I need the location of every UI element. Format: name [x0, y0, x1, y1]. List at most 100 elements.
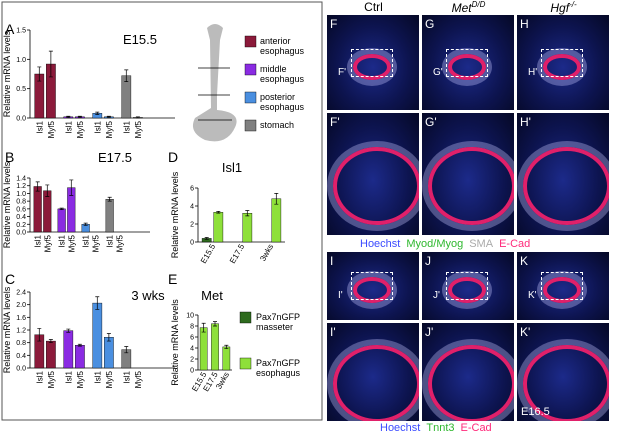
panel-letter: F' [330, 115, 340, 129]
error-bar [37, 66, 42, 82]
micrograph: F F' [327, 15, 419, 110]
panel-letter-box: G' [425, 115, 437, 129]
bar [57, 208, 66, 233]
stain-label: E-Cad [499, 238, 531, 250]
x-tick-label: Isl1 [93, 370, 102, 383]
panel-letter: F [330, 17, 338, 31]
y-tick-label: 6 [190, 335, 194, 342]
panel-letter: K' [520, 325, 531, 339]
y-tick-label: 6 [190, 186, 194, 193]
bar [242, 212, 253, 243]
bar [222, 346, 231, 371]
inset-box: F' [338, 48, 393, 78]
panel-letter-box: H' [520, 115, 531, 129]
panel-letter: H [520, 17, 529, 31]
error-bar [69, 179, 74, 196]
y-tick-label: 0.0 [16, 116, 26, 123]
error-bar [106, 115, 111, 118]
error-bar [45, 184, 50, 197]
x-tick-label: Myf5 [47, 370, 56, 388]
column-header: Hgf-/- [517, 0, 610, 15]
y-tick-label: 0.8 [16, 340, 26, 347]
legend-label: middle esophagus [260, 64, 305, 84]
epithelium [333, 147, 419, 225]
error-bar [77, 343, 82, 347]
error-bar [274, 193, 279, 205]
panel-letter: G [425, 17, 435, 31]
panel-letter: H' [520, 115, 531, 129]
y-tick-label: 2.4 [16, 290, 26, 297]
legend-label: Pax7nGFP masseter [256, 312, 300, 332]
panel-letter-box: F' [330, 115, 340, 129]
column-superscript: D/D [471, 0, 486, 9]
bar [92, 302, 103, 369]
inset-box: H' [528, 48, 583, 78]
bar [63, 330, 74, 369]
legend-label: Pax7nGFP esophagus [256, 358, 301, 378]
panel-letter-box: F [330, 17, 337, 31]
legend-swatch [239, 311, 252, 324]
y-tick-label: 0.8 [16, 199, 26, 206]
y-tick-label: 2 [190, 222, 194, 229]
epithelium [428, 345, 514, 421]
error-bar [224, 344, 229, 349]
chart-title: Isl1 [222, 160, 242, 175]
x-tick-label: Isl1 [106, 234, 115, 247]
panel-letter: J' [425, 325, 434, 339]
x-tick-label: Myf5 [115, 234, 124, 252]
column-title: Hgf [550, 1, 570, 15]
x-tick-label: Isl1 [34, 234, 43, 247]
error-bar [106, 333, 111, 342]
panel-letter: K [520, 254, 529, 268]
panel-letter: G' [425, 115, 437, 129]
column-header: MetD/D [422, 0, 515, 15]
epithelium [543, 277, 581, 303]
x-tick-label: Myf5 [43, 234, 52, 252]
y-tick-label: 0.5 [16, 86, 26, 93]
error-bar [77, 115, 82, 118]
y-tick-label: 2 [190, 357, 194, 364]
error-bar [83, 222, 88, 226]
esophagus-schematic [192, 24, 237, 142]
error-bar [48, 339, 53, 344]
x-tick-label: Myf5 [134, 370, 143, 388]
micrograph: K K' [517, 252, 609, 320]
x-tick-label: E17.5 [228, 242, 247, 265]
error-bar [66, 115, 71, 118]
bar [46, 340, 56, 369]
stain-label: SMA [469, 238, 494, 250]
y-tick-label: 1.5 [16, 28, 26, 35]
panel-letter-box: H [520, 17, 529, 31]
x-tick-label: Myf5 [76, 370, 85, 388]
stain-caption: Hoechst Tnnt3 E-Cad [380, 422, 498, 434]
error-bar [135, 116, 140, 119]
inset-box: G' [433, 48, 488, 78]
y-tick-label: 8 [190, 324, 194, 331]
panel-letter: D [168, 149, 178, 165]
panel-letter: I' [330, 325, 336, 339]
y-axis-label: Relative mRNA levels [170, 299, 180, 386]
x-tick-label: Isl1 [58, 234, 67, 247]
stain-label: Myod/Myog [406, 238, 464, 250]
error-bar [204, 237, 209, 240]
error-bar [66, 328, 71, 333]
error-bar [201, 322, 206, 333]
x-tick-label: Isl1 [122, 370, 131, 383]
x-tick-label: 3wks [258, 243, 275, 263]
error-bar [37, 328, 42, 342]
y-tick-label: 1.2 [16, 183, 26, 190]
error-bar [59, 207, 64, 210]
panel-letter: J [425, 254, 431, 268]
legend-swatch [244, 91, 257, 104]
error-bar [245, 210, 250, 217]
legend-swatch [244, 35, 257, 48]
stain-label: Hoechst [380, 422, 421, 434]
legend-swatch [244, 63, 257, 76]
inset-box: I' [338, 272, 393, 301]
epithelium [353, 53, 391, 80]
panel-letter-box: J' [425, 325, 433, 339]
bar [75, 345, 85, 369]
epithelium [448, 53, 486, 80]
x-tick-label: Myf5 [91, 234, 100, 252]
column-header: Ctrl [327, 0, 420, 14]
